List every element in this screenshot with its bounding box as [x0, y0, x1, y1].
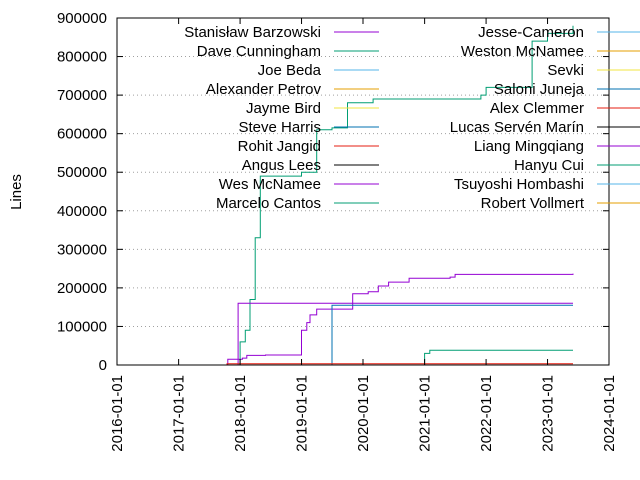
- y-tick-label: 500000: [57, 164, 107, 181]
- y-tick-label: 400000: [57, 203, 107, 220]
- legend-label: Robert Vollmert: [481, 195, 585, 212]
- y-tick-label: 100000: [57, 318, 107, 335]
- legend-label: Angus Lees: [242, 157, 321, 174]
- legend-label: Steve Harris: [238, 119, 321, 136]
- legend-label: Alexander Petrov: [206, 81, 322, 98]
- legend-label: Wes McNamee: [219, 176, 321, 193]
- x-tick-label: 2020-01-01: [355, 375, 372, 452]
- legend-label: Sevki: [547, 62, 584, 79]
- legend-label: Jayme Bird: [246, 100, 321, 117]
- x-tick-label: 2019-01-01: [294, 375, 311, 452]
- x-tick-label: 2016-01-01: [109, 375, 126, 452]
- legend: Stanisław Barzowski Dave Cunningham Joe Be…: [184, 24, 640, 212]
- y-tick-label: 0: [99, 357, 107, 374]
- x-axis-ticks: 2016-01-01 2017-01-01 2018-01-01 2019-01-01…: [109, 18, 618, 452]
- legend-label: Saloni Juneja: [494, 81, 585, 98]
- legend-label: Marcelo Cantos: [216, 195, 321, 212]
- series-line: [117, 273, 574, 366]
- legend-label: Liang Mingqiang: [474, 138, 584, 155]
- y-tick-label: 900000: [57, 10, 107, 27]
- x-tick-label: 2018-01-01: [232, 375, 249, 452]
- legend-label: Lucas Servén Marín: [450, 119, 584, 136]
- y-tick-label: 300000: [57, 241, 107, 258]
- x-tick-label: 2023-01-01: [540, 375, 557, 452]
- legend-label: Alex Clemmer: [490, 100, 584, 117]
- legend-label: Weston McNamee: [461, 43, 584, 60]
- y-tick-label: 600000: [57, 126, 107, 143]
- series-line: [117, 349, 573, 366]
- legend-label: Dave Cunningham: [197, 43, 321, 60]
- legend-label: Rohit Jangid: [238, 138, 321, 155]
- legend-label: Hanyu Cui: [514, 157, 584, 174]
- x-tick-label: 2024-01-01: [601, 375, 618, 452]
- x-tick-label: 2021-01-01: [417, 375, 434, 452]
- legend-label: Stanisław Barzowski: [184, 24, 321, 41]
- series-line: [117, 302, 573, 366]
- y-axis-ticks: 0 100000 200000 300000 400000 500000 600000 700…: [57, 10, 609, 374]
- legend-label: Jesse-Cameron: [478, 24, 584, 41]
- x-tick-label: 2017-01-01: [171, 375, 188, 452]
- legend-label: Tsuyoshi Hombashi: [454, 176, 584, 193]
- y-tick-label: 200000: [57, 280, 107, 297]
- y-axis-label: Lines: [8, 174, 25, 210]
- y-tick-label: 800000: [57, 49, 107, 66]
- series-line: [117, 304, 573, 366]
- series-line: [117, 25, 574, 366]
- x-tick-label: 2022-01-01: [478, 375, 495, 452]
- legend-label: Joe Beda: [258, 62, 322, 79]
- y-tick-label: 700000: [57, 87, 107, 104]
